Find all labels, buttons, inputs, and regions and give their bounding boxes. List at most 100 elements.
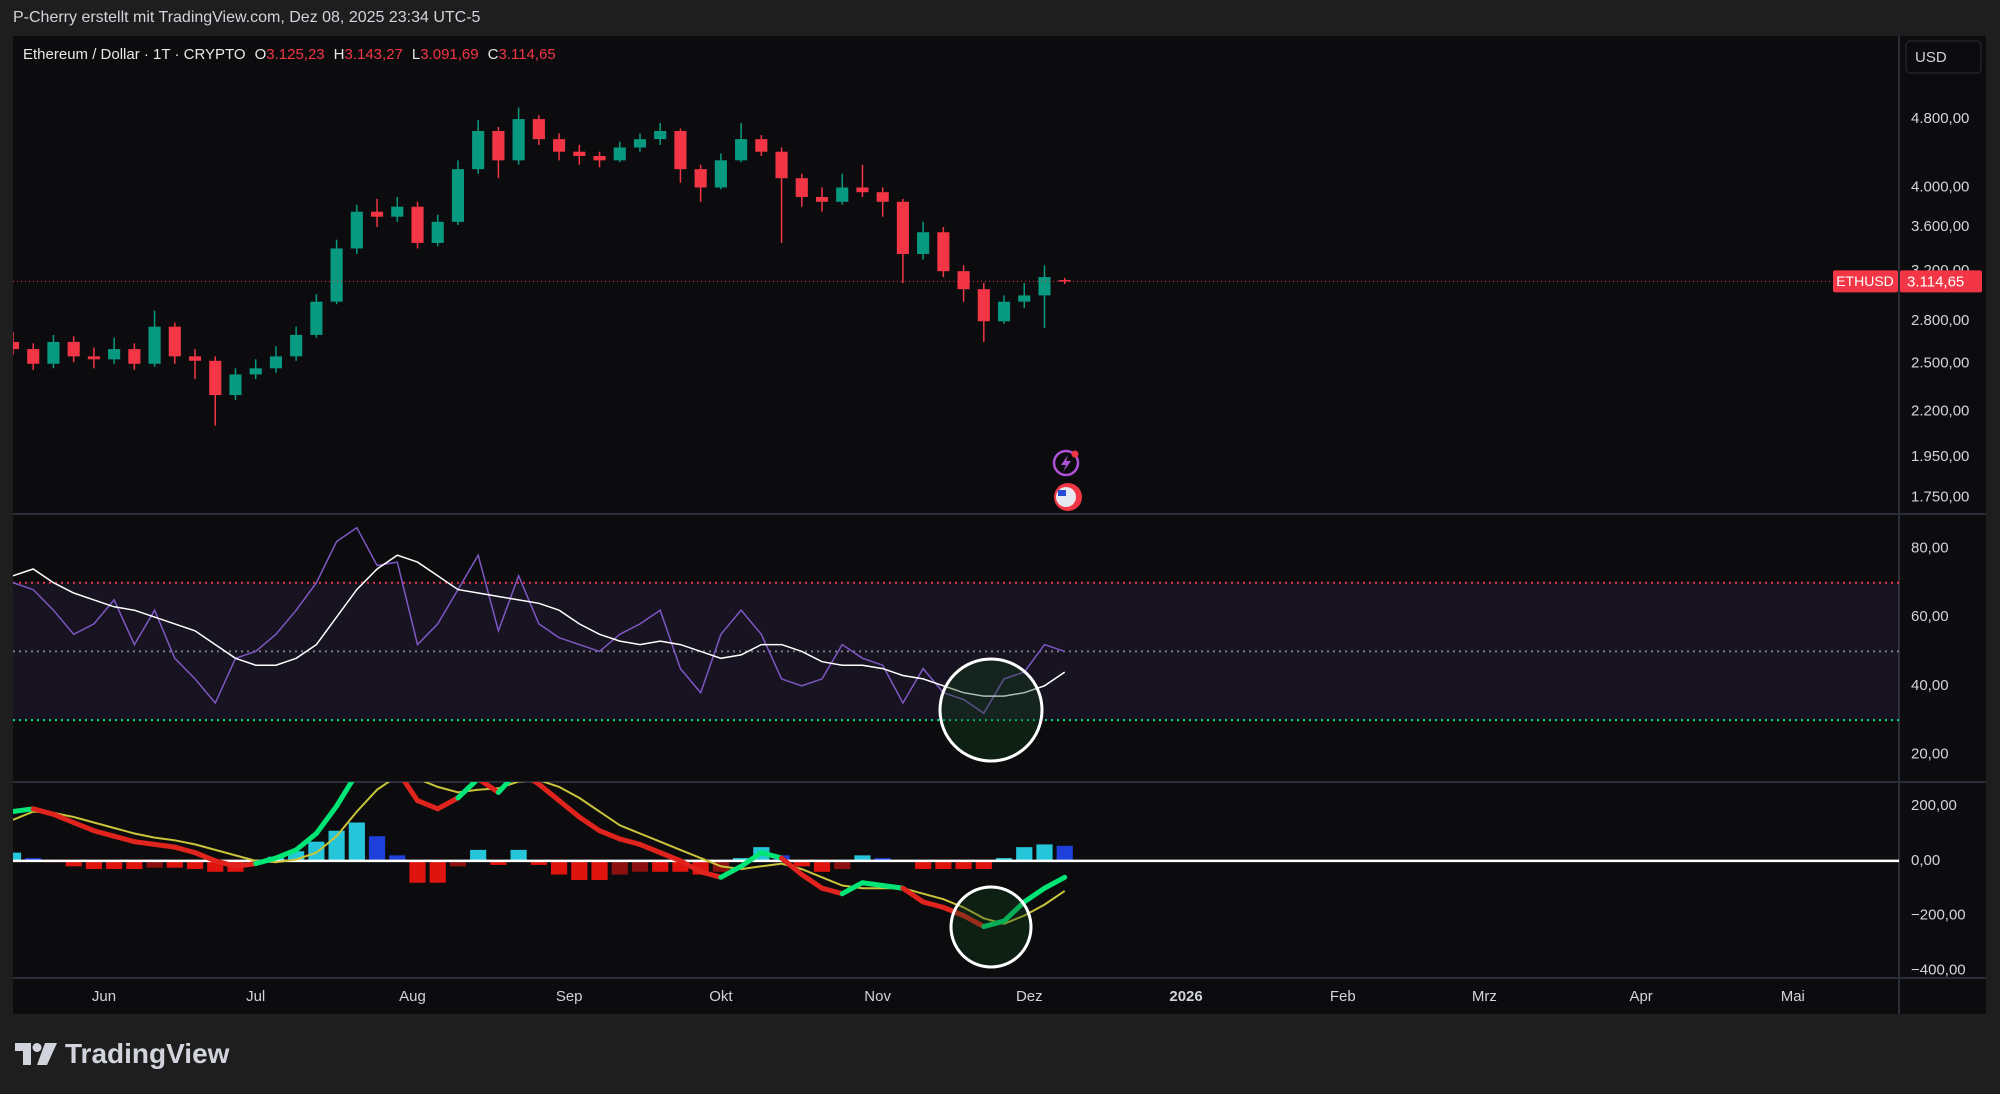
macd-line-segment (30, 806, 56, 817)
symbol-title: Ethereum / Dollar · 1T · CRYPTO (23, 46, 246, 63)
macd-line-segment (779, 855, 805, 878)
histogram-bar (449, 860, 467, 867)
macd-line-segment (50, 811, 77, 826)
y-tick-label: 1.750,00 (1911, 489, 1969, 506)
footer-brand: TradingView (15, 1038, 229, 1070)
candle-body (553, 139, 566, 152)
candle-body (876, 192, 889, 202)
candle-body (472, 130, 485, 170)
y-tick-label: 4.000,00 (1911, 178, 1969, 195)
x-tick-label: Sep (556, 988, 583, 1005)
histogram-bar (672, 860, 689, 872)
brand-logo (15, 1043, 57, 1065)
candle-body (209, 360, 222, 396)
candle-body (917, 232, 930, 254)
x-tick-label: Nov (864, 988, 891, 1005)
macd-line-segment (334, 782, 355, 809)
y-tick-label: 60,00 (1911, 608, 1949, 625)
candle-body (411, 206, 424, 243)
ohlc-key: O (254, 46, 267, 63)
event-icon-glyph (1061, 455, 1071, 472)
histogram-bar (652, 860, 669, 872)
histogram-bar (288, 851, 305, 861)
histogram-bar (207, 860, 224, 872)
histogram-bar (1036, 844, 1053, 861)
histogram-bar (793, 860, 810, 867)
y-tick-label: −200,00 (1911, 907, 1966, 924)
histogram-bar (955, 860, 972, 870)
candle-body (836, 187, 849, 202)
candle-body (67, 341, 80, 357)
macd-line-segment (273, 847, 299, 861)
ohlc-value: 3.114,65 (498, 46, 556, 63)
symbol-tag-label: ETHUSD (1836, 273, 1894, 289)
candle-body (735, 139, 748, 161)
candle-body (815, 196, 829, 202)
histogram-bar (308, 841, 325, 861)
histogram-bar (490, 860, 507, 865)
macd-line-segment (293, 830, 319, 853)
macd-line-segment (478, 782, 501, 795)
y-tick-label: 2.800,00 (1911, 312, 1969, 329)
macd-line-segment (799, 872, 825, 891)
x-tick-label: Mrz (1472, 988, 1497, 1005)
candle-body (937, 232, 950, 272)
ohlc-key: C (487, 46, 499, 63)
macd-line-segment (738, 850, 764, 869)
candle-body (13, 341, 20, 350)
histogram-bar (126, 860, 143, 870)
macd-line-segment (859, 880, 886, 888)
histogram-bar (470, 849, 487, 861)
y-tick-label: 200,00 (1911, 797, 1957, 814)
ohlc-value: 3.143,27 (344, 46, 403, 63)
x-tick-label: 2026 (1169, 988, 1202, 1005)
y-tick-label: 40,00 (1911, 677, 1949, 694)
candle-body (654, 130, 667, 140)
macd-line-segment (981, 918, 1007, 930)
candle-body (977, 289, 990, 322)
candle-body (188, 356, 202, 361)
annotations (938, 657, 1044, 969)
macd-line-segment (698, 869, 724, 880)
currency-label: USD (1915, 49, 1947, 66)
candle-body (856, 187, 869, 193)
candle-body (1038, 277, 1051, 296)
candle-body (290, 334, 303, 357)
x-tick-label: Jun (92, 988, 116, 1005)
histogram-bar (166, 860, 183, 868)
y-tick-label: 0,00 (1911, 852, 1940, 869)
histogram-bar (1056, 845, 1073, 861)
symbol-legend: Ethereum / Dollar · 1T · CRYPTO O 3.125,2… (23, 46, 556, 63)
candle-body (229, 374, 242, 396)
currency-button[interactable] (1905, 40, 1982, 74)
candle-body (350, 211, 363, 249)
chart-background (13, 36, 1986, 1014)
candle-body (714, 160, 727, 188)
y-tick-label: 3.600,00 (1911, 218, 1969, 235)
macd-line-segment (71, 820, 97, 834)
histogram-bar (571, 860, 588, 880)
candle-body (1058, 280, 1071, 282)
histogram-bar (368, 836, 386, 861)
histogram-bar (530, 860, 547, 865)
y-tick-label: 80,00 (1911, 539, 1949, 556)
histogram-bar (429, 860, 446, 883)
macd-line-segment (880, 882, 906, 891)
histogram-bar (13, 852, 22, 861)
candle-body (613, 147, 626, 161)
histogram-bar (631, 860, 649, 872)
histogram-bar (591, 860, 608, 880)
macd-line-segment (597, 828, 623, 842)
macd-line-segment (401, 782, 421, 804)
macd-line-segment (13, 806, 36, 815)
x-tick-label: Dez (1016, 988, 1043, 1005)
candle-body (957, 271, 970, 290)
x-tick-label: Okt (709, 988, 733, 1005)
x-tick-label: Jul (246, 988, 265, 1005)
candle-body (512, 119, 525, 161)
event-icon[interactable] (1052, 449, 1080, 477)
annotation-circle (949, 885, 1033, 969)
macd-line-segment (657, 850, 683, 864)
candle-body (775, 151, 788, 179)
rsi-pane (13, 526, 1899, 722)
